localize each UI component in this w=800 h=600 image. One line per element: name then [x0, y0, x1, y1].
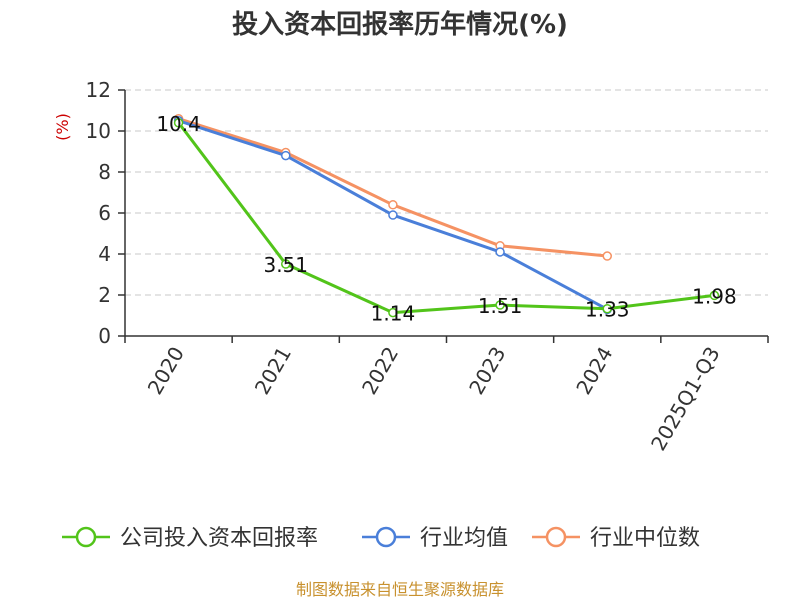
- y-tick-label: 10: [86, 119, 111, 143]
- legend-label: 公司投入资本回报率: [120, 526, 318, 551]
- series-1: [173, 116, 612, 315]
- data-label: 1.14: [371, 302, 416, 326]
- data-label: 1.98: [692, 284, 737, 308]
- data-point: [281, 259, 291, 269]
- series-layer: [173, 113, 720, 318]
- legend-item[interactable]: 行业均值: [362, 526, 508, 551]
- data-label: 1.33: [585, 298, 630, 322]
- y-axis-unit-label: (%): [53, 113, 72, 141]
- data-point: [173, 118, 184, 128]
- series-line: [177, 121, 715, 315]
- series-0: [173, 118, 720, 318]
- series-2: [173, 113, 612, 261]
- data-point: [602, 303, 612, 314]
- chart-title: 投入资本回报率历年情况(%): [232, 9, 568, 40]
- data-point: [388, 200, 398, 210]
- legend-label: 行业中位数: [590, 526, 700, 551]
- data-labels: 10.4 3.51 1.14 1.51 1.33 1.98: [156, 112, 736, 326]
- legend-label: 行业均值: [420, 526, 508, 551]
- series-line: [178, 117, 608, 258]
- data-point: [709, 290, 720, 301]
- data-label: 3.51: [263, 253, 308, 277]
- source-note: 制图数据来自恒生聚源数据库: [296, 580, 504, 599]
- x-tick-label: 2022: [357, 343, 403, 399]
- x-tick-label: 2020: [143, 343, 189, 399]
- y-tick-label: 0: [98, 324, 111, 348]
- y-tick-label: 2: [98, 283, 111, 307]
- legend-swatch-icon: [375, 526, 397, 548]
- data-point: [388, 210, 398, 220]
- x-tick-label: 2025Q1-Q3: [646, 343, 725, 455]
- data-label: 10.4: [156, 112, 201, 136]
- y-tick-label: 6: [98, 201, 111, 225]
- x-tick-label: 2021: [250, 343, 296, 399]
- x-tick-label: 2023: [464, 343, 510, 399]
- y-tick-label: 8: [98, 160, 111, 184]
- grid-lines: [125, 89, 768, 296]
- data-point: [281, 150, 291, 161]
- legend-swatch-icon: [75, 526, 97, 548]
- data-point: [495, 300, 505, 310]
- x-tick-label: 2024: [571, 343, 617, 399]
- data-point: [495, 247, 505, 257]
- legend-item[interactable]: 行业中位数: [532, 526, 700, 551]
- legend[interactable]: 公司投入资本回报率 行业均值 行业中位数: [62, 526, 700, 551]
- data-point: [602, 251, 612, 261]
- data-label: 1.51: [478, 294, 523, 318]
- legend-item[interactable]: 公司投入资本回报率: [62, 526, 318, 551]
- legend-swatch-icon: [545, 526, 567, 548]
- y-tick-label: 4: [98, 242, 111, 266]
- data-point: [388, 307, 398, 318]
- y-tick-label: 12: [86, 78, 111, 102]
